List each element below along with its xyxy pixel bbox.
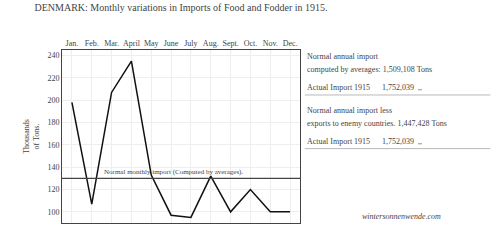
svg-text:Dec.: Dec. [283, 39, 298, 48]
svg-text:Normal monthly import (Compute: Normal monthly import (Computed by avera… [104, 168, 243, 176]
svg-text:120: 120 [47, 185, 59, 194]
svg-text:July: July [184, 39, 197, 48]
svg-text:wintersonnenwende.com: wintersonnenwende.com [362, 212, 441, 221]
svg-text:Sept.: Sept. [222, 39, 238, 48]
svg-text:Feb.: Feb. [85, 39, 99, 48]
svg-text:100: 100 [47, 208, 59, 217]
svg-text:Aug.: Aug. [203, 39, 219, 48]
svg-text:Jan.: Jan. [66, 39, 79, 48]
svg-text:Mar.: Mar. [104, 39, 119, 48]
svg-text:DENMARK: Monthly variations in: DENMARK: Monthly variations in Imports o… [34, 2, 327, 13]
svg-text:computed by averages: 1,509,10: computed by averages: 1,509,108 Tons [307, 65, 432, 74]
svg-text:220: 220 [47, 74, 59, 83]
svg-text:180: 180 [47, 118, 59, 127]
svg-text:Actual Import 1915 1,752,: Actual Import 1915 1,752,039 ,, [307, 137, 422, 146]
svg-text:Normal annual import less: Normal annual import less [307, 106, 392, 115]
svg-text:Nov.: Nov. [263, 39, 278, 48]
svg-text:240: 240 [47, 51, 59, 60]
svg-text:April: April [123, 39, 141, 48]
svg-text:Actual Import 1915 1,752,: Actual Import 1915 1,752,039 ,, [307, 83, 422, 92]
svg-text:June: June [164, 39, 179, 48]
svg-text:200: 200 [47, 96, 59, 105]
svg-text:Oct.: Oct. [244, 39, 258, 48]
svg-text:exports to enemy countries. 1,: exports to enemy countries. 1,447,428 To… [307, 119, 447, 128]
svg-text:160: 160 [47, 141, 59, 150]
svg-text:140: 140 [47, 163, 59, 172]
svg-text:May: May [144, 39, 159, 48]
svg-text:Normal annual import: Normal annual import [307, 52, 379, 61]
svg-text:Thousandsof Tons.: Thousandsof Tons. [22, 119, 41, 154]
